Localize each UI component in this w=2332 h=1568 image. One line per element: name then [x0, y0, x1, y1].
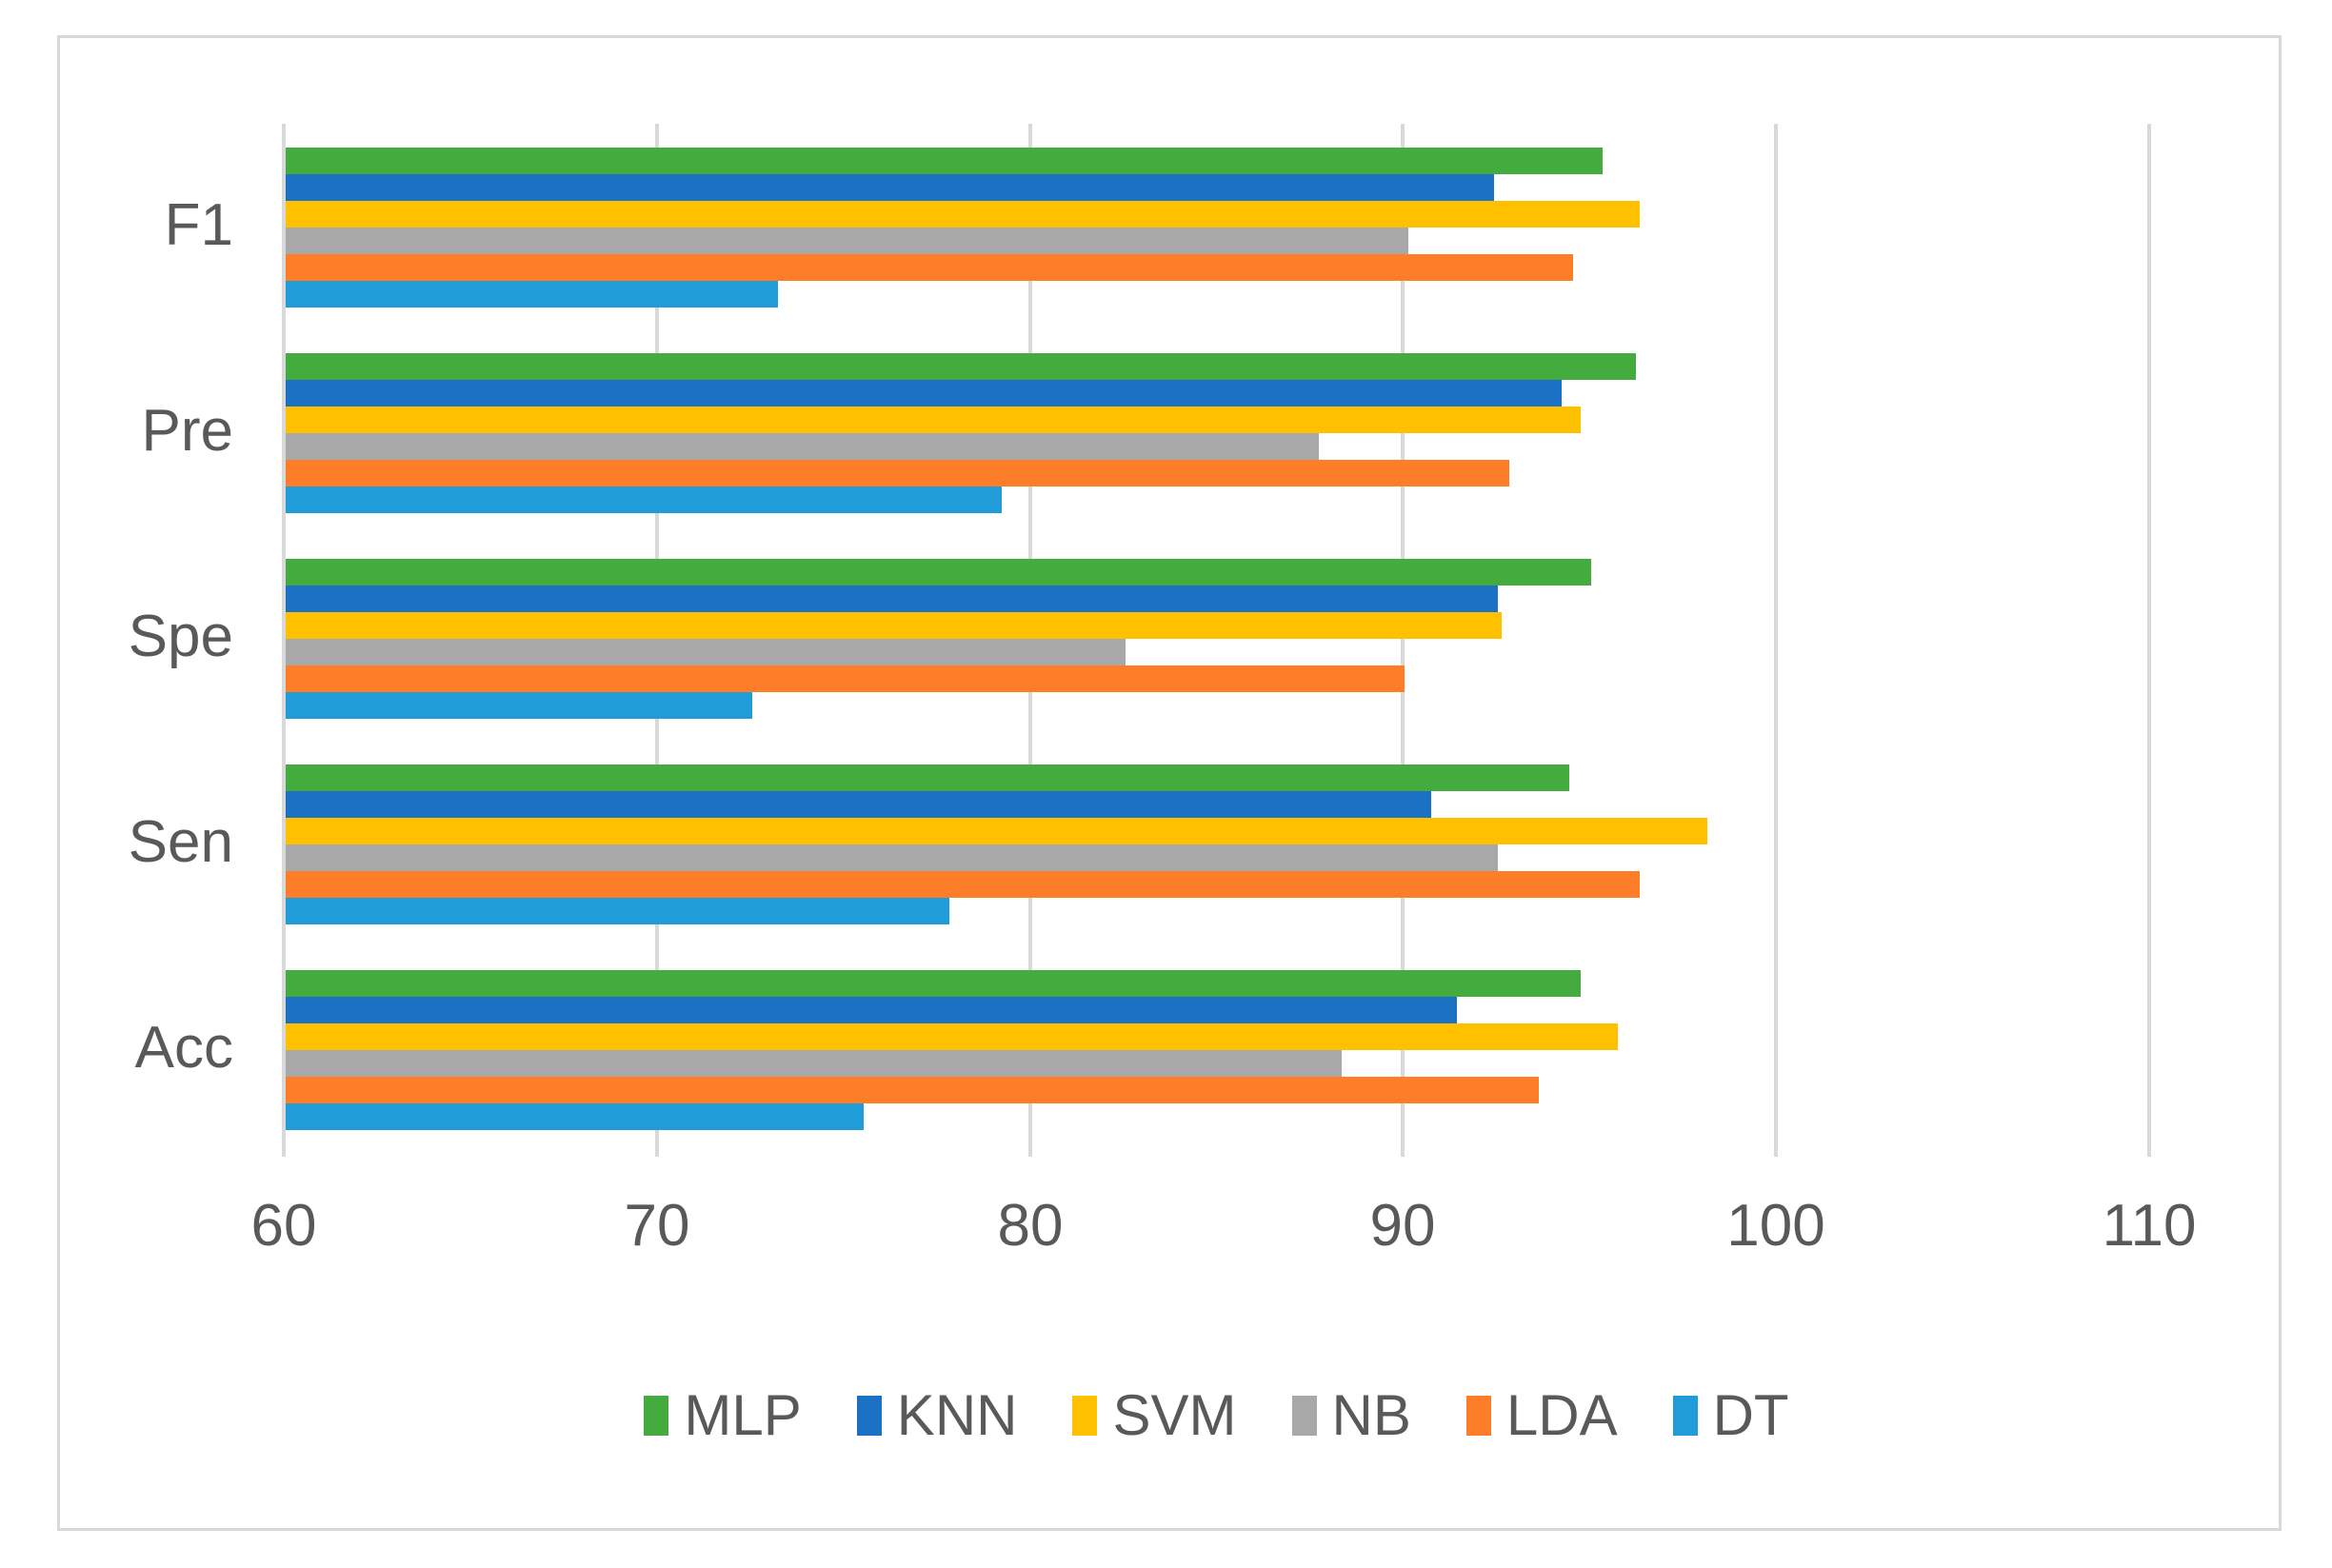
legend-item-mlp: MLP	[644, 1383, 802, 1447]
y-category-sen: Sen	[128, 809, 233, 875]
y-category-f1: F1	[164, 192, 233, 258]
bar-dt-sen	[286, 898, 949, 924]
legend-item-nb: NB	[1291, 1383, 1411, 1447]
legend-swatch-mlp	[644, 1396, 669, 1436]
gridline-100	[1774, 124, 1778, 1157]
legend-swatch-svm	[1072, 1396, 1098, 1436]
legend-label-nb: NB	[1331, 1383, 1411, 1447]
gridline-110	[2147, 124, 2151, 1157]
bar-mlp-sen	[286, 764, 1569, 791]
bar-knn-sen	[286, 791, 1431, 818]
bar-nb-pre	[286, 433, 1319, 460]
x-tick-100: 100	[1726, 1193, 1825, 1259]
bar-knn-spe	[286, 586, 1498, 612]
x-tick-110: 110	[2102, 1193, 2197, 1259]
x-tick-90: 90	[1369, 1193, 1436, 1259]
bar-dt-acc	[286, 1103, 864, 1130]
legend-item-lda: LDA	[1465, 1383, 1618, 1447]
x-tick-70: 70	[624, 1193, 690, 1259]
bar-lda-f1	[286, 254, 1573, 281]
bar-mlp-pre	[286, 353, 1636, 380]
gridline-90	[1401, 124, 1405, 1157]
bar-svm-acc	[286, 1023, 1618, 1050]
legend-label-dt: DT	[1712, 1383, 1789, 1447]
y-category-spe: Spe	[128, 604, 233, 669]
legend-swatch-lda	[1465, 1396, 1491, 1436]
bar-mlp-acc	[286, 970, 1581, 997]
legend-item-dt: DT	[1672, 1383, 1789, 1447]
bar-dt-spe	[286, 692, 752, 719]
bar-lda-spe	[286, 665, 1405, 692]
bar-nb-acc	[286, 1050, 1342, 1077]
legend-item-svm: SVM	[1072, 1383, 1237, 1447]
legend-swatch-knn	[856, 1396, 882, 1436]
bar-nb-sen	[286, 844, 1498, 871]
legend-label-svm: SVM	[1112, 1383, 1237, 1447]
bar-svm-f1	[286, 201, 1640, 228]
y-category-acc: Acc	[134, 1015, 233, 1081]
legend-label-knn: KNN	[896, 1383, 1018, 1447]
legend-swatch-nb	[1291, 1396, 1317, 1436]
x-tick-60: 60	[250, 1193, 317, 1259]
legend-item-knn: KNN	[856, 1383, 1018, 1447]
bar-dt-f1	[286, 281, 778, 308]
y-category-pre: Pre	[141, 398, 233, 464]
bar-svm-spe	[286, 612, 1502, 639]
bar-knn-f1	[286, 174, 1494, 201]
bar-mlp-f1	[286, 148, 1603, 174]
bar-knn-pre	[286, 380, 1562, 407]
bar-dt-pre	[286, 486, 1002, 513]
legend-label-mlp: MLP	[684, 1383, 802, 1447]
legend-label-lda: LDA	[1505, 1383, 1618, 1447]
x-tick-80: 80	[997, 1193, 1064, 1259]
legend: MLP KNN SVM NB LDA DT	[284, 1373, 2149, 1459]
gridline-60	[282, 124, 286, 1157]
bar-lda-sen	[286, 871, 1640, 898]
bar-knn-acc	[286, 997, 1457, 1023]
bar-nb-spe	[286, 639, 1126, 665]
bar-nb-f1	[286, 228, 1408, 254]
bar-mlp-spe	[286, 559, 1591, 586]
bar-lda-acc	[286, 1077, 1539, 1103]
legend-swatch-dt	[1672, 1396, 1698, 1436]
bar-lda-pre	[286, 460, 1509, 486]
bar-svm-pre	[286, 407, 1581, 433]
bar-svm-sen	[286, 818, 1707, 844]
